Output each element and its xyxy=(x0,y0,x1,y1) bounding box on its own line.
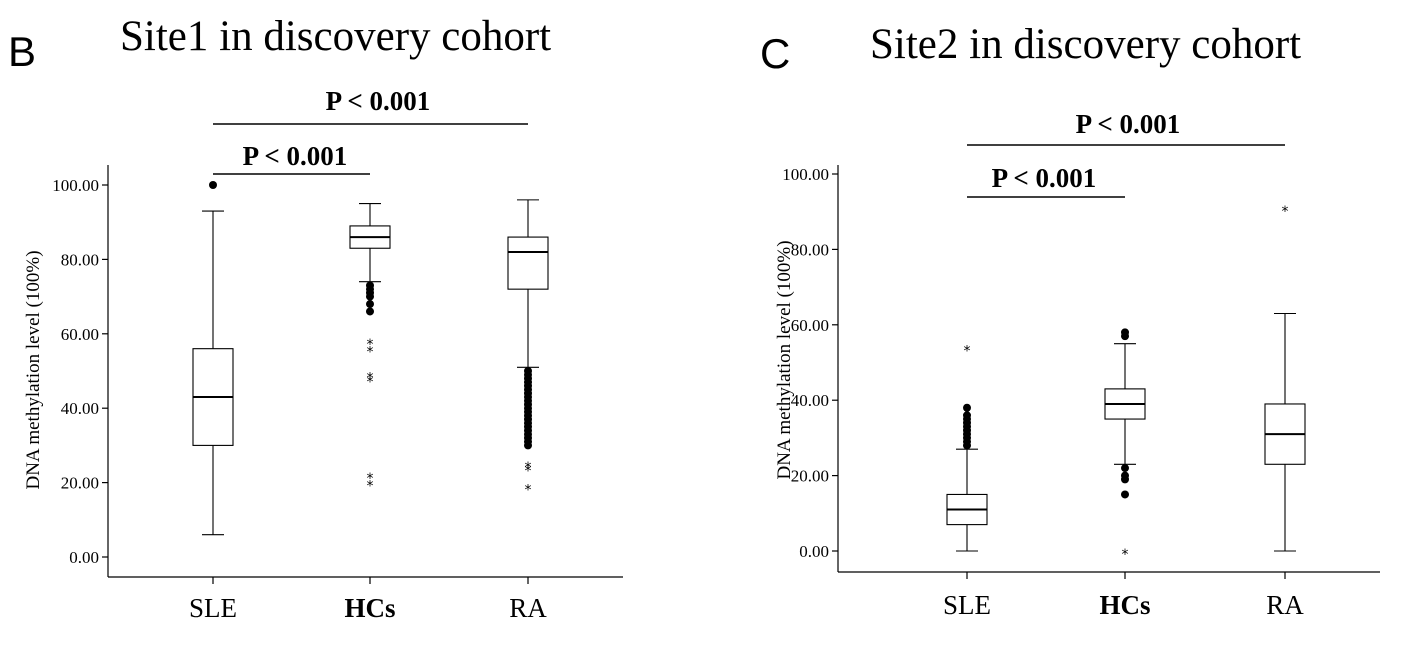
extreme-marker: * xyxy=(367,471,374,487)
x-category-label: HCs xyxy=(344,593,395,623)
y-tick-label: 60.00 xyxy=(791,316,829,335)
box-sle xyxy=(192,181,234,536)
extreme-marker: * xyxy=(367,374,374,390)
outlier-point xyxy=(366,307,374,316)
outlier-point xyxy=(1121,490,1129,499)
extreme-marker: * xyxy=(367,345,374,361)
y-tick-label: 0.00 xyxy=(69,548,99,567)
y-axis-title: DNA methylation level (100%) xyxy=(23,250,44,489)
significance-label: P < 0.001 xyxy=(243,141,348,171)
x-category-label: RA xyxy=(509,593,547,623)
chart-title-site2: Site2 in discovery cohort xyxy=(870,21,1302,68)
y-tick-label: 100.00 xyxy=(52,176,99,195)
extreme-marker: * xyxy=(367,371,374,387)
outlier-point xyxy=(1121,328,1129,337)
outlier-point xyxy=(1121,471,1129,480)
outlier-point xyxy=(366,281,374,290)
y-tick-label: 40.00 xyxy=(61,399,99,418)
x-category-label: HCs xyxy=(1099,590,1150,620)
chart-panel-site2: 0.00 20.00 40.00 60.00 80.00 100.00 DNA methyl… xyxy=(774,109,1380,620)
panel-letter-c: C xyxy=(760,30,791,77)
box-hcs: * xyxy=(1104,328,1146,563)
significance-label: P < 0.001 xyxy=(326,86,431,116)
significance-label: P < 0.001 xyxy=(1076,109,1181,139)
extreme-marker: * xyxy=(525,482,532,498)
panel-letter-b: B xyxy=(8,28,37,75)
chart-title-site1: Site1 in discovery cohort xyxy=(120,13,552,60)
outlier-point xyxy=(524,367,532,375)
outlier-point xyxy=(963,411,971,420)
y-tick-label: 80.00 xyxy=(61,250,99,269)
extreme-marker: * xyxy=(367,479,374,495)
y-tick-label: 20.00 xyxy=(61,474,99,493)
y-axis-title: DNA methylation level (100%) xyxy=(774,240,795,479)
extreme-marker: * xyxy=(1282,204,1289,220)
y-tick-label: 0.00 xyxy=(799,542,829,561)
outlier-point xyxy=(963,403,971,412)
x-category-label: SLE xyxy=(189,593,237,623)
y-tick-label: 60.00 xyxy=(61,325,99,344)
chart-panel-site1: 0.00 20.00 40.00 60.00 80.00 100.00 DNA methyl… xyxy=(23,86,623,623)
box-ra: *** xyxy=(507,199,549,498)
outlier-point xyxy=(209,181,217,189)
significance-label: P < 0.001 xyxy=(992,163,1097,193)
outlier-point xyxy=(366,300,374,309)
extreme-marker: * xyxy=(525,460,532,476)
outlier-point xyxy=(1121,464,1129,473)
box-hcs: ****** xyxy=(349,203,391,495)
extreme-marker: * xyxy=(1122,547,1129,563)
y-tick-label: 100.00 xyxy=(782,165,829,184)
x-category-label: SLE xyxy=(943,590,991,620)
box-iqr xyxy=(507,236,549,290)
extreme-marker: * xyxy=(367,337,374,353)
y-tick-label: 80.00 xyxy=(791,240,829,259)
box-sle: * xyxy=(946,343,988,552)
extreme-marker: * xyxy=(964,343,971,359)
y-tick-label: 20.00 xyxy=(791,467,829,486)
x-category-label: RA xyxy=(1266,590,1304,620)
extreme-marker: * xyxy=(525,464,532,480)
box-ra: * xyxy=(1264,204,1306,552)
y-tick-label: 40.00 xyxy=(791,391,829,410)
